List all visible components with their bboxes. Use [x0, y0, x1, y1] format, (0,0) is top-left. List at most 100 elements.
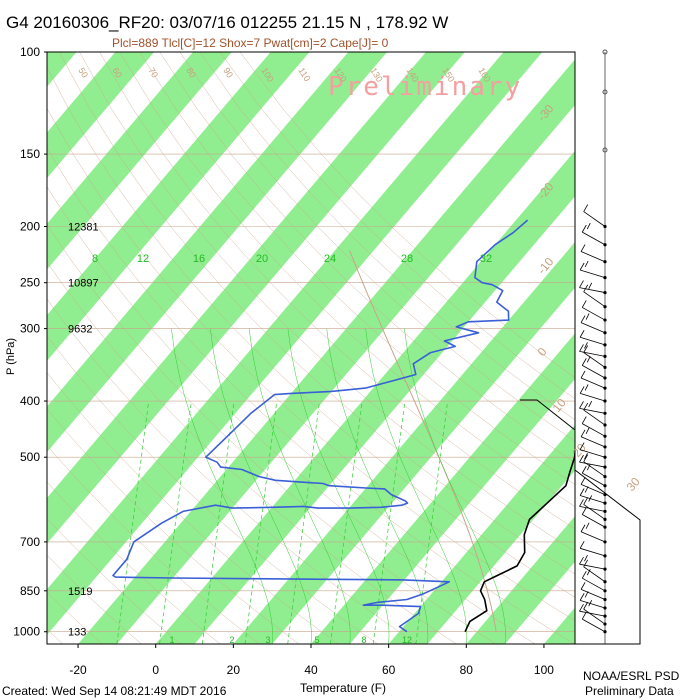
wind-barb-feather	[583, 204, 589, 212]
wind-barb-shaft	[580, 589, 606, 600]
wind-barb-feather	[579, 386, 585, 394]
mixing-ratio-bottom-label: 12	[402, 635, 412, 645]
wind-barb-shaft	[579, 287, 606, 293]
x-axis-label: Temperature (F)	[300, 681, 386, 695]
parcel-path	[349, 250, 497, 632]
wind-barb-feather	[579, 344, 584, 352]
wind-barb-origin	[603, 606, 607, 610]
wind-barb-feather	[581, 358, 587, 366]
temperature-tick-label: 80	[460, 663, 474, 677]
chart-params: Plcl=889 Tlcl[C]=12 Shox=7 Pwat[cm]=2 Ca…	[112, 36, 389, 50]
wind-barb-feather	[580, 429, 586, 437]
wind-barb-feather	[579, 330, 585, 338]
wind-barb-feather	[579, 557, 584, 565]
mixing-ratio-bottom-label: 3	[265, 635, 270, 645]
pressure-ticks: 100 150 200 250 300 400 500 700 850 1000	[13, 45, 47, 639]
wind-barb-feather	[583, 345, 589, 353]
isobar-lines	[47, 52, 575, 633]
wind-barb-feather	[581, 416, 587, 424]
moist-adiabat	[365, 328, 467, 644]
watermark: Preliminary	[328, 72, 522, 102]
isotherm-band	[622, 52, 700, 644]
dry-adiabat	[47, 147, 575, 644]
temperature-tick-label: 20	[227, 663, 241, 677]
right-temp-label: 30	[624, 474, 644, 493]
temperature-tick-label: 0	[152, 663, 159, 677]
dry-adiabat	[47, 224, 496, 644]
wind-barb-shaft	[580, 484, 606, 495]
dry-adiabats	[47, 52, 575, 644]
wind-barb-feather	[581, 224, 587, 233]
pressure-tick-label: 700	[20, 535, 40, 549]
wind-barb-feather	[584, 555, 588, 562]
dry-adiabat	[47, 518, 181, 644]
wind-barb-shaft	[582, 577, 606, 592]
wind-barb-shaft	[583, 409, 606, 426]
dry-adiabat	[219, 52, 575, 400]
mixing-ratio-line	[415, 400, 448, 644]
isotherm-label: 70	[146, 66, 160, 80]
wind-barb-origin	[603, 597, 607, 602]
moist-adiabat	[326, 328, 429, 644]
wind-barb-shaft	[582, 423, 606, 437]
wind-barb-feather	[583, 454, 589, 462]
wind-barb-feather	[580, 315, 586, 323]
height-label: 12381	[68, 222, 99, 234]
y-axis-label: P (hPa)	[5, 338, 17, 375]
dry-adiabat	[99, 52, 575, 530]
wind-barb-feather	[579, 541, 585, 549]
wind-barb-origin	[603, 567, 607, 571]
wind-barb-feather	[580, 244, 586, 252]
wind-barb-feather	[581, 611, 587, 620]
wind-barb-feather	[581, 507, 587, 515]
dry-adiabat	[47, 185, 536, 644]
mixing-ratio-lines	[116, 328, 506, 644]
moist-adiabat	[248, 328, 351, 644]
wind-panel-edge	[574, 469, 641, 645]
moist-adiabat	[287, 328, 390, 644]
wind-barb-shaft	[580, 393, 606, 402]
wind-barb-shaft	[580, 251, 606, 263]
wind-barb-feather	[579, 262, 585, 271]
temperature-tick-label: 40	[304, 663, 318, 677]
wind-barb-shaft	[583, 608, 606, 625]
wind-panel-edge	[520, 399, 576, 431]
mixing-ratio-label: 32	[480, 253, 492, 265]
dry-adiabat	[47, 591, 103, 644]
dry-adiabat	[239, 52, 575, 379]
wind-barb-feather	[584, 452, 588, 460]
wind-barb-feather	[581, 570, 587, 579]
wind-barb-feather	[584, 384, 589, 391]
wind-barb-shaft	[579, 407, 606, 414]
wind-barb-feather	[585, 313, 590, 320]
height-label: 133	[68, 627, 86, 639]
pressure-tick-label: 1000	[13, 625, 40, 639]
pressure-tick-label: 250	[20, 276, 40, 290]
wind-barb-feather	[584, 342, 588, 349]
wind-barb-feather	[583, 402, 589, 411]
pressure-tick-label: 150	[20, 147, 40, 161]
wind-barb-origin	[603, 589, 607, 593]
isotherm-band	[47, 52, 543, 635]
wind-barb-feather	[579, 488, 585, 496]
temperature-ticks: -20 0 20 40 60 80 100	[69, 644, 554, 677]
temperature-tick-label: -20	[69, 663, 87, 677]
wind-barb-shaft	[580, 377, 606, 389]
wind-barb-shaft	[583, 504, 606, 520]
wind-barb-shaft	[580, 531, 606, 543]
pressure-tick-label: 300	[20, 322, 40, 336]
wind-barb-feather	[584, 260, 589, 268]
wind-barb-shaft	[582, 307, 606, 321]
mixing-ratio-bottom-label: 5	[314, 635, 319, 645]
isotherm-band	[155, 150, 575, 644]
mixing-ratio-bottom-label: 2	[229, 635, 234, 645]
dry-adiabat	[59, 52, 575, 575]
height-label: 10897	[68, 278, 99, 290]
wind-barb-shaft	[580, 436, 606, 448]
wind-barb-shaft	[579, 461, 606, 468]
dry-adiabat	[79, 52, 575, 552]
calm-wind-circle	[602, 147, 608, 153]
wind-barb-feather	[586, 463, 591, 471]
wind-barb-shaft	[582, 231, 606, 246]
calm-wind-circle	[602, 89, 608, 95]
